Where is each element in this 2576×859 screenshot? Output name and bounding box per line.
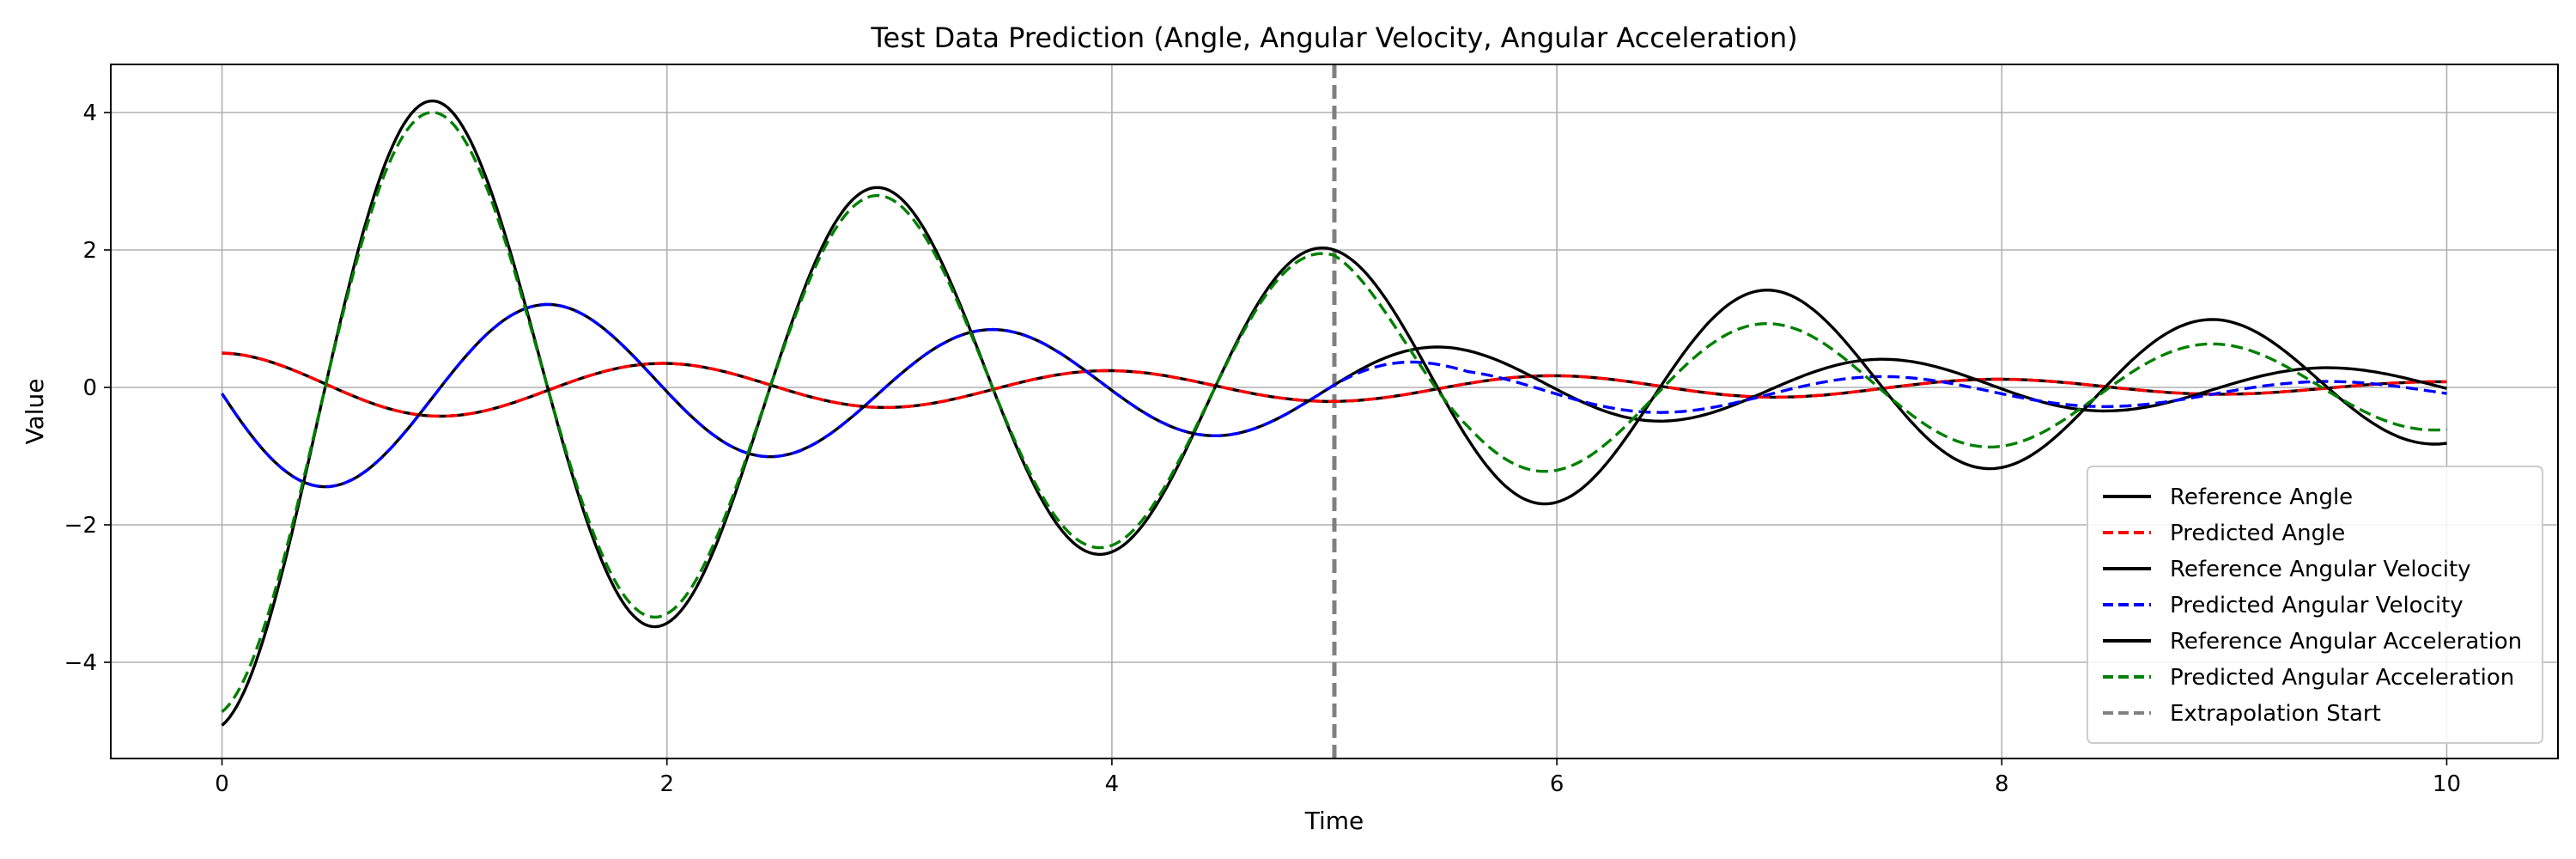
y-tick-label: −4 bbox=[64, 650, 97, 676]
x-tick-label: 0 bbox=[215, 771, 229, 797]
y-tick-label: −2 bbox=[64, 513, 97, 539]
x-tick-label: 8 bbox=[1995, 771, 2009, 797]
legend-label: Reference Angular Acceleration bbox=[2170, 629, 2522, 655]
legend-box bbox=[2087, 466, 2543, 744]
x-tick-label: 6 bbox=[1550, 771, 1564, 797]
chart-title: Test Data Prediction (Angle, Angular Vel… bbox=[870, 21, 1797, 54]
series-layer bbox=[221, 99, 2447, 727]
legend-label: Reference Angular Velocity bbox=[2170, 557, 2471, 582]
x-tick-label: 4 bbox=[1105, 771, 1120, 797]
series-line bbox=[221, 111, 2447, 714]
series-line bbox=[221, 302, 2447, 489]
y-tick-label: 4 bbox=[82, 101, 97, 126]
legend-label: Predicted Angular Acceleration bbox=[2170, 665, 2514, 691]
legend: Reference Angle Predicted Angle Reference … bbox=[2087, 466, 2543, 744]
series-line bbox=[222, 351, 2447, 418]
axes-frame bbox=[110, 64, 2559, 759]
legend-label: Predicted Angle bbox=[2170, 521, 2345, 546]
legend-label: Reference Angle bbox=[2170, 484, 2353, 510]
x-axis-label: Time bbox=[1304, 807, 1364, 835]
y-axis-label: Value bbox=[21, 379, 49, 445]
legend-label: Extrapolation Start bbox=[2170, 701, 2381, 727]
x-tick-label: 10 bbox=[2433, 771, 2461, 797]
y-tick-label: 0 bbox=[82, 375, 97, 401]
x-tick-label: 2 bbox=[659, 771, 674, 797]
y-tick-label: 2 bbox=[82, 238, 97, 264]
legend-label: Predicted Angular Velocity bbox=[2170, 593, 2464, 618]
series-line bbox=[221, 99, 2447, 727]
ticks: 0 2 4 6 8 10 −4 −2 0 2 4 bbox=[64, 101, 2461, 797]
